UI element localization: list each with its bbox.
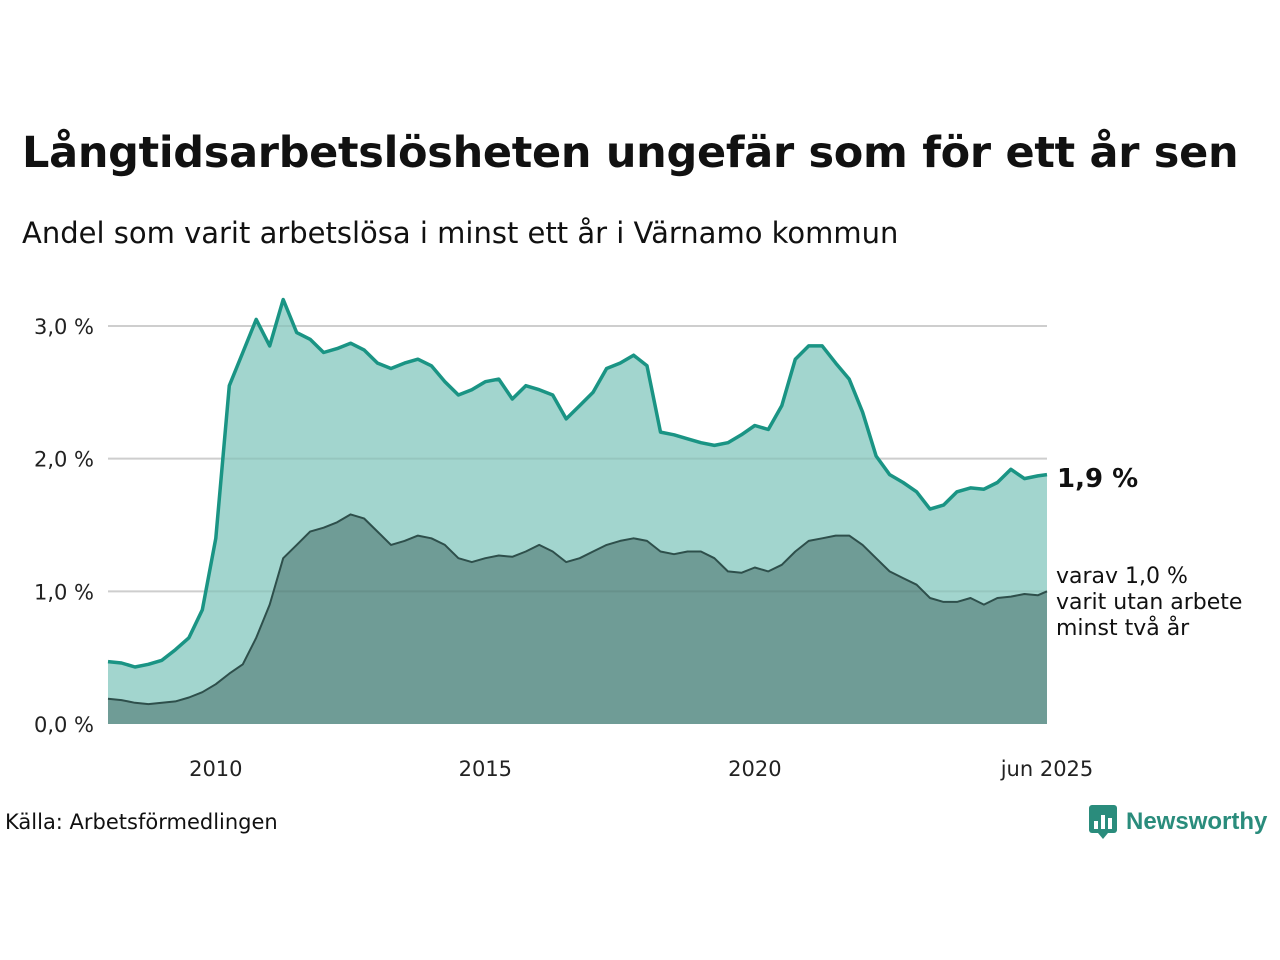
line-unemployed-two-years <box>107 513 1048 706</box>
y-tick-label: 1,0 % <box>34 580 94 604</box>
grid-overlay <box>108 325 1047 593</box>
chart-subtitle: Andel som varit arbetslösa i minst ett å… <box>22 216 899 250</box>
y-tick-label: 2,0 % <box>34 448 94 472</box>
y-tick-label: 3,0 % <box>34 315 94 339</box>
end-label-two-years-line-3: minst två år <box>1056 615 1190 641</box>
area-chart: 0,0 % 1,0 % 2,0 % 3,0 % 2010 2015 2020 jun 202… <box>34 297 1242 781</box>
x-axis-ticks: 2010 2015 2020 jun 2025 <box>189 757 1093 781</box>
x-tick-label: 2020 <box>728 757 781 781</box>
chart-title: Långtidsarbetslösheten ungefär som för e… <box>22 128 1239 178</box>
end-label-total: 1,9 % <box>1057 464 1138 494</box>
newsworthy-logo: Newsworthy <box>1088 804 1267 840</box>
area-unemployed-two-years <box>108 514 1047 724</box>
y-tick-label: 0,0 % <box>34 713 94 737</box>
x-tick-label: jun 2025 <box>1000 757 1094 781</box>
x-tick-label: 2010 <box>189 757 242 781</box>
y-axis-ticks: 0,0 % 1,0 % 2,0 % 3,0 % <box>34 315 94 737</box>
source-note: Källa: Arbetsförmedlingen <box>5 810 278 834</box>
newsworthy-chart-icon <box>1089 805 1117 839</box>
newsworthy-wordmark: Newsworthy <box>1126 808 1268 835</box>
end-label-two-years-line-1: varav 1,0 % <box>1056 564 1188 589</box>
line-total-long-term-unemployed <box>107 297 1048 669</box>
end-label-two-years-line-2: varit utan arbete <box>1056 590 1242 615</box>
x-tick-label: 2015 <box>459 757 512 781</box>
